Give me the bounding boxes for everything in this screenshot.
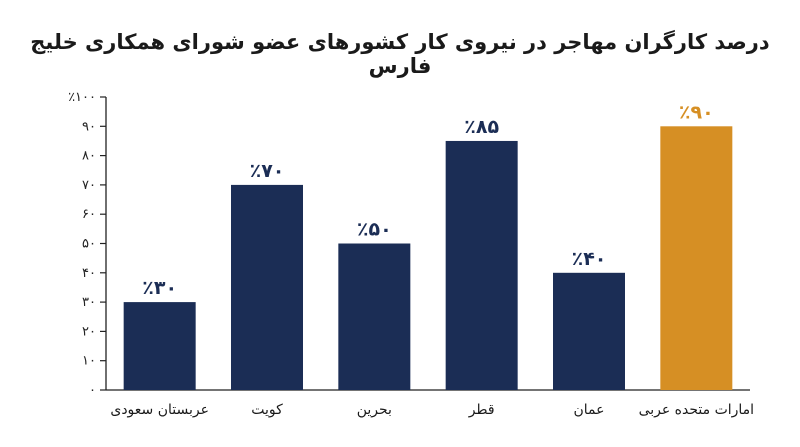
value-labels: ٪۳۰ ٪۷۰ ٪۵۰ ٪۸۵ ٪۴۰ ٪۹۰ (142, 101, 713, 299)
y-tick-label: ۴۰ (82, 266, 96, 281)
chart-title: درصد کارگران مهاجر در نیروی کار کشورهای … (30, 30, 770, 78)
y-axis-ticks: ۰ ۱۰ ۲۰ ۳۰ ۴۰ ۵۰ ۶۰ ۷۰ ۸۰ ۹۰ ٪۱۰۰ (68, 90, 106, 398)
y-tick-label: ۸۰ (82, 149, 96, 164)
x-category-label: عمان (574, 402, 605, 418)
y-tick-label: ۶۰ (82, 207, 96, 222)
y-tick-label: ۱۰ (82, 354, 96, 369)
chart-axes (105, 97, 750, 391)
bar (338, 243, 411, 390)
bar-value-label: ٪۹۰ (679, 101, 714, 123)
bar-value-label: ٪۵۰ (357, 219, 392, 241)
y-tick-label: ٪۱۰۰ (68, 90, 96, 105)
bar (660, 126, 733, 391)
chart-bars (123, 126, 733, 391)
x-axis-labels: عربستان سعودی کویت بحرین قطر عمان امارات متحد… (110, 402, 754, 418)
y-tick-label: ۷۰ (82, 178, 96, 193)
bar (123, 302, 196, 390)
x-category-label: عربستان سعودی (110, 402, 209, 418)
y-tick-label: ۵۰ (82, 237, 96, 252)
bar (445, 140, 518, 390)
bar-value-label: ٪۳۰ (142, 277, 177, 299)
bar (231, 184, 303, 390)
y-tick-label: ۳۰ (82, 295, 96, 310)
x-category-label: بحرین (357, 402, 392, 418)
bar-value-label: ٪۷۰ (250, 160, 285, 182)
x-category-label: کویت (251, 402, 283, 418)
y-tick-label: ۰ (89, 383, 96, 398)
y-tick-label: ۲۰ (82, 324, 96, 339)
y-tick-label: ۹۰ (82, 119, 96, 134)
x-category-label: امارات متحده عربی (639, 402, 754, 418)
x-category-label: قطر (468, 402, 495, 418)
bar-value-label: ٪۸۵ (464, 116, 499, 138)
bar (553, 272, 625, 390)
bar-value-label: ٪۴۰ (572, 248, 607, 270)
